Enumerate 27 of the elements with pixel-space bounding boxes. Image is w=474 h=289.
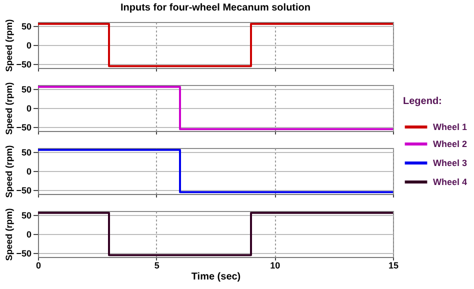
y-tick-label: −50 — [16, 122, 32, 133]
y-tick-label: 50 — [21, 210, 32, 220]
y-axis-title: Speed (rpm) — [4, 145, 14, 198]
y-axis-title: Speed (rpm) — [4, 19, 14, 72]
x-tick-label: 15 — [388, 260, 399, 270]
y-tick-label: 50 — [21, 84, 32, 94]
y-tick-label: 0 — [26, 104, 32, 114]
legend-title: Legend: — [403, 96, 442, 107]
x-tick-label: 10 — [270, 260, 280, 270]
y-axis-title: Speed (rpm) — [4, 208, 14, 261]
y-tick-label: 0 — [26, 40, 32, 50]
x-tick-label: 5 — [154, 260, 160, 270]
y-axis-title: Speed (rpm) — [4, 82, 14, 135]
legend-label: Wheel 3 — [433, 158, 468, 168]
legend-label: Wheel 1 — [433, 122, 468, 132]
x-axis-title: Time (sec) — [191, 272, 241, 282]
y-tick-label: 50 — [21, 21, 32, 32]
y-tick-label: 50 — [21, 147, 32, 158]
chart-title: Inputs for four-wheel Mecanum solution — [120, 2, 310, 14]
x-tick-label: 0 — [36, 260, 42, 270]
y-tick-label: −50 — [16, 60, 32, 70]
legend-label: Wheel 4 — [433, 177, 468, 187]
y-tick-label: 0 — [26, 230, 32, 240]
y-tick-label: −50 — [16, 186, 32, 196]
y-tick-label: −50 — [16, 248, 32, 259]
legend-label: Wheel 2 — [433, 139, 468, 149]
y-tick-label: 0 — [26, 166, 32, 176]
